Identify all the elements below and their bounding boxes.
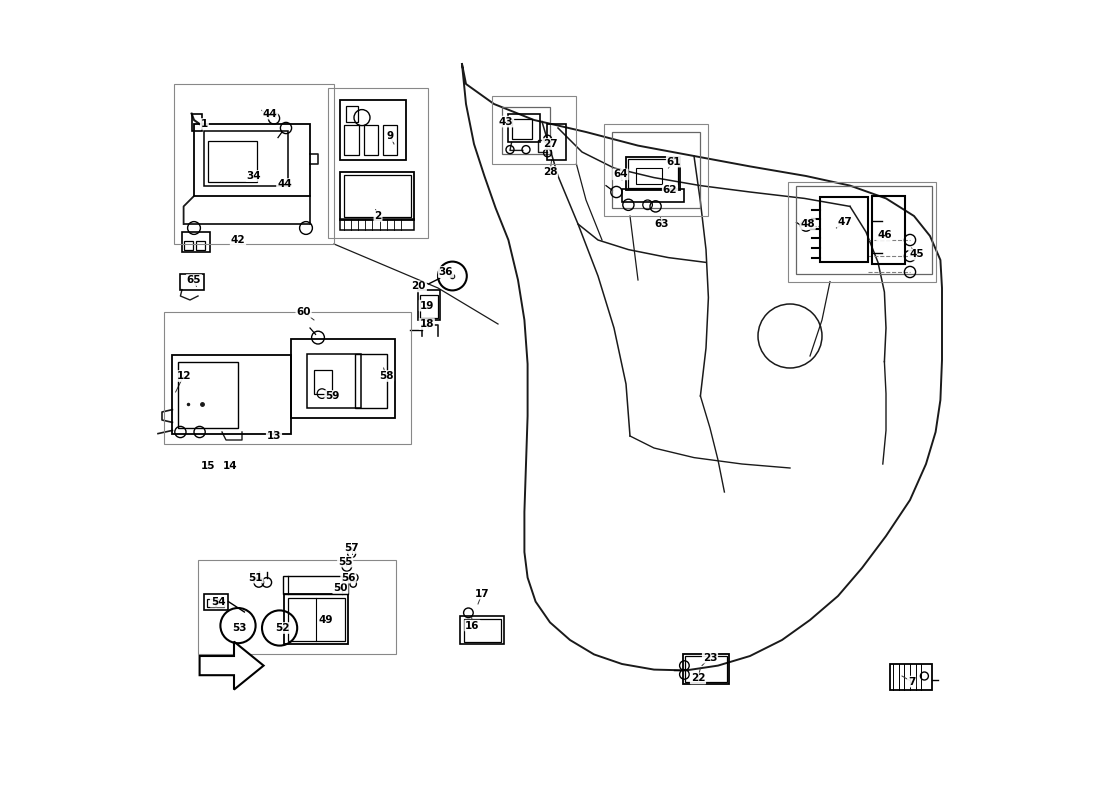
Bar: [343, 175, 410, 217]
Bar: [340, 100, 406, 160]
Text: 60: 60: [296, 307, 311, 317]
Text: 48: 48: [801, 219, 815, 229]
Bar: [789, 182, 936, 282]
Text: 28: 28: [542, 167, 558, 177]
Bar: [547, 124, 567, 160]
Polygon shape: [199, 642, 264, 690]
Bar: [890, 664, 932, 690]
Bar: [344, 125, 359, 155]
Text: 2: 2: [374, 211, 382, 221]
Bar: [340, 172, 414, 220]
Bar: [205, 594, 229, 610]
Text: 51: 51: [249, 573, 263, 582]
Text: 45: 45: [909, 250, 924, 259]
Text: 1: 1: [201, 119, 208, 129]
Text: 43: 43: [498, 117, 514, 126]
Bar: [207, 599, 215, 607]
Text: 46: 46: [877, 230, 892, 240]
Text: 13: 13: [266, 431, 282, 441]
Text: 15: 15: [200, 461, 214, 470]
Text: 23: 23: [703, 653, 717, 662]
Text: 16: 16: [465, 621, 480, 630]
Bar: [208, 141, 257, 182]
Bar: [604, 124, 708, 216]
Bar: [796, 186, 933, 274]
Bar: [346, 106, 358, 122]
Bar: [314, 370, 331, 394]
Text: 34: 34: [246, 171, 262, 181]
Bar: [502, 107, 550, 154]
Text: 18: 18: [419, 319, 435, 329]
Bar: [493, 96, 576, 164]
Bar: [871, 196, 905, 264]
Text: 56: 56: [341, 573, 355, 582]
Text: 49: 49: [319, 615, 333, 625]
Text: 63: 63: [654, 219, 669, 229]
Text: 58: 58: [378, 371, 394, 381]
Bar: [628, 159, 678, 188]
Bar: [512, 119, 531, 139]
Bar: [613, 132, 701, 208]
Bar: [290, 339, 395, 418]
Bar: [196, 241, 206, 250]
Text: 59: 59: [326, 391, 340, 401]
Bar: [164, 312, 410, 444]
Bar: [420, 295, 438, 318]
Bar: [383, 125, 397, 155]
Bar: [287, 598, 345, 641]
Text: 53: 53: [232, 623, 246, 633]
Text: 50: 50: [333, 583, 348, 593]
Text: 17: 17: [475, 589, 490, 598]
Text: 47: 47: [838, 218, 853, 227]
Bar: [192, 114, 202, 131]
Bar: [621, 189, 684, 202]
Bar: [178, 362, 238, 428]
Text: 20: 20: [411, 282, 426, 291]
Bar: [637, 168, 662, 184]
Text: 27: 27: [542, 139, 558, 149]
Text: 22: 22: [691, 674, 705, 683]
Bar: [418, 290, 440, 320]
Bar: [184, 241, 194, 250]
Text: 62: 62: [662, 186, 678, 195]
Text: 54: 54: [211, 597, 226, 606]
Text: 36: 36: [439, 267, 453, 277]
Bar: [461, 616, 505, 644]
Text: 57: 57: [344, 543, 359, 553]
Bar: [307, 354, 361, 408]
Bar: [685, 656, 727, 682]
Bar: [217, 599, 224, 607]
Bar: [174, 84, 334, 244]
Bar: [173, 355, 290, 434]
Bar: [194, 124, 310, 196]
Bar: [821, 197, 868, 262]
Text: 14: 14: [222, 461, 238, 470]
Text: 52: 52: [275, 623, 289, 633]
Text: 44: 44: [277, 179, 292, 189]
Text: 61: 61: [667, 157, 681, 166]
Bar: [283, 576, 349, 594]
Bar: [626, 157, 681, 190]
Text: 42: 42: [231, 235, 245, 245]
Bar: [180, 274, 205, 290]
Bar: [182, 232, 210, 252]
Bar: [683, 654, 729, 684]
Bar: [508, 114, 540, 142]
Bar: [328, 88, 428, 238]
Bar: [340, 219, 414, 230]
Text: 65: 65: [187, 275, 201, 285]
Text: 7: 7: [908, 677, 915, 686]
Text: 44: 44: [263, 109, 277, 118]
Text: 9: 9: [386, 131, 394, 141]
Bar: [364, 125, 378, 155]
Text: 12: 12: [176, 371, 191, 381]
Bar: [463, 619, 502, 642]
Bar: [198, 560, 396, 654]
Bar: [205, 131, 288, 186]
Bar: [285, 594, 349, 644]
Text: 19: 19: [419, 301, 435, 310]
Bar: [355, 354, 387, 408]
Text: 55: 55: [338, 557, 352, 566]
Text: 64: 64: [613, 170, 628, 179]
